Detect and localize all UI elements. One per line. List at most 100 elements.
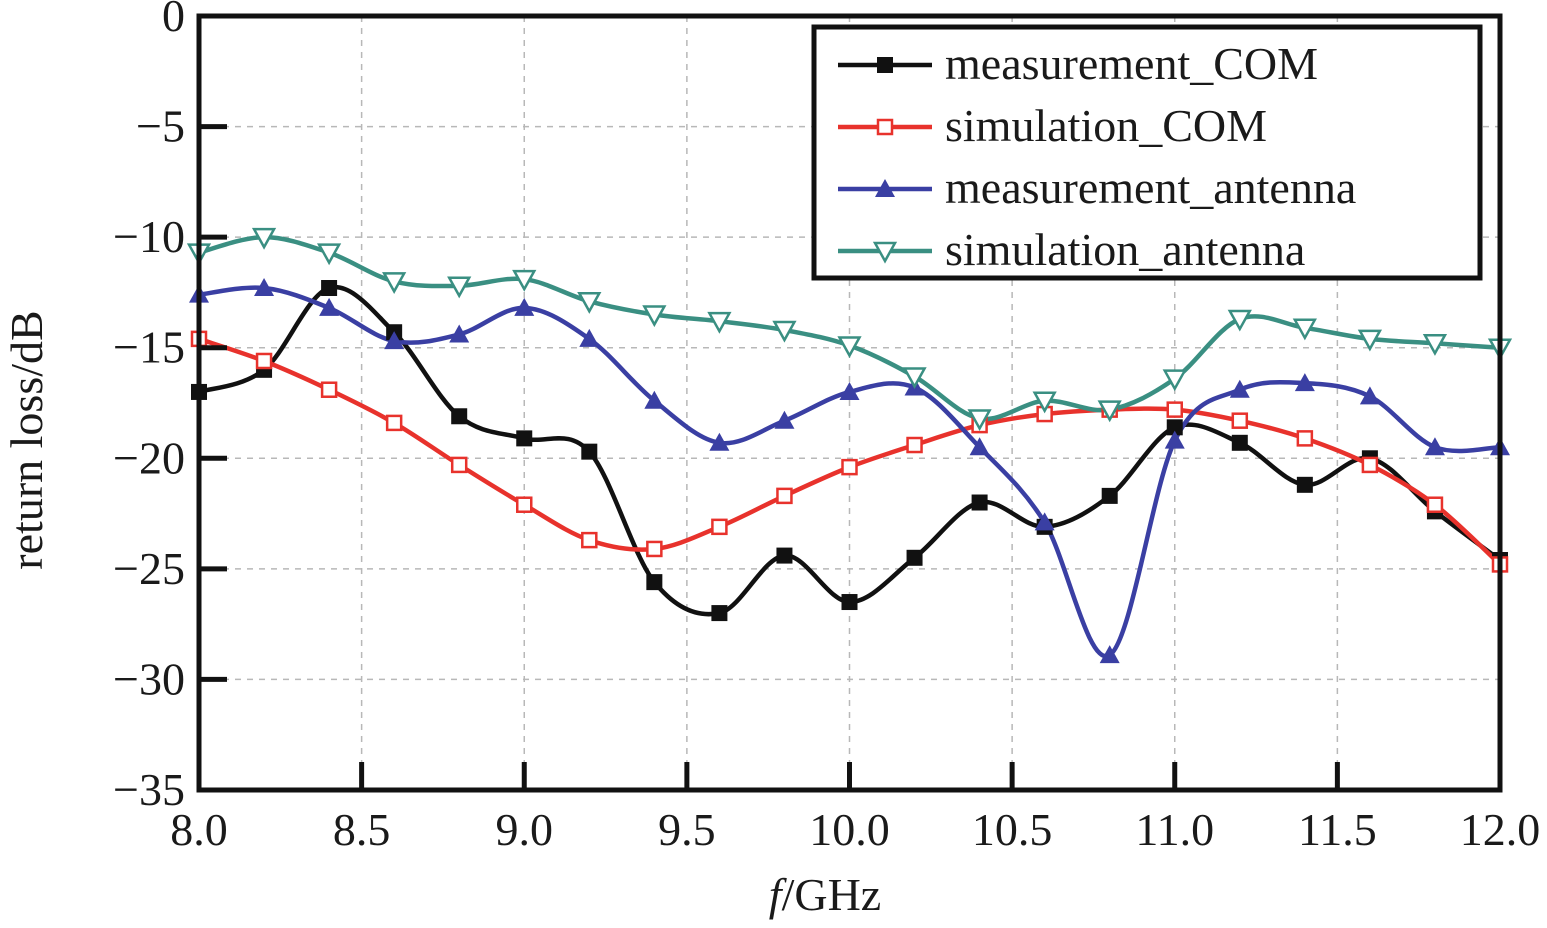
data-point-simulation-antenna <box>642 305 667 328</box>
data-point-simulation-antenna <box>1162 369 1187 392</box>
data-point-measurement-antenna <box>384 331 405 350</box>
data-point-measurement-com <box>516 430 533 447</box>
x-axis-title-unit: /GHz <box>782 869 882 920</box>
data-point-simulation-com <box>255 352 273 370</box>
y-tick-label: −35 <box>113 764 185 815</box>
data-point-simulation-com <box>776 487 793 505</box>
series-line-measurement-antenna <box>199 285 1500 659</box>
data-point-measurement-com <box>1101 487 1118 504</box>
legend-label-measurement-com: measurement_COM <box>945 38 1318 89</box>
data-point-simulation-antenna <box>902 367 927 390</box>
data-point-measurement-antenna <box>709 432 730 451</box>
data-point-simulation-antenna <box>1422 334 1448 356</box>
legend-label-measurement-antenna: measurement_antenna <box>945 162 1356 213</box>
data-point-simulation-com <box>320 381 338 398</box>
legend-marker-measurement-antenna <box>875 179 895 197</box>
data-point-simulation-antenna <box>1097 400 1122 423</box>
data-point-measurement-com <box>971 494 988 511</box>
data-point-simulation-com <box>581 531 598 549</box>
data-point-measurement-com <box>321 280 338 297</box>
data-point-measurement-antenna <box>1424 437 1445 456</box>
x-tick-label: 9.5 <box>658 804 716 855</box>
x-tick-label: 10.0 <box>809 804 890 855</box>
x-tick-label: 11.0 <box>1135 804 1214 855</box>
data-point-measurement-antenna <box>839 381 860 400</box>
x-tick-label: 10.5 <box>972 804 1053 855</box>
y-tick-label: −10 <box>113 211 185 262</box>
data-point-measurement-antenna <box>579 328 600 347</box>
data-point-measurement-com <box>1296 476 1313 493</box>
data-point-simulation-antenna <box>251 227 277 250</box>
y-tick-label: −25 <box>113 543 185 594</box>
legend-label-simulation-com: simulation_COM <box>945 100 1267 151</box>
data-point-simulation-antenna <box>577 292 602 314</box>
data-point-simulation-com <box>450 456 468 474</box>
data-point-simulation-com <box>711 518 728 536</box>
data-point-measurement-com <box>841 594 858 611</box>
axis-ticks <box>196 13 1503 793</box>
data-point-simulation-com <box>646 540 663 558</box>
data-point-simulation-antenna <box>1357 329 1383 352</box>
data-point-simulation-com <box>385 414 403 432</box>
x-tick-label: 12.0 <box>1460 804 1541 855</box>
legend-marker-measurement-com <box>877 57 893 73</box>
y-tick-label: −15 <box>113 322 185 373</box>
data-point-simulation-com <box>841 458 858 476</box>
data-point-simulation-antenna <box>382 272 407 294</box>
legend-marker-simulation-antenna <box>872 241 898 264</box>
y-tick-label: −20 <box>113 432 185 483</box>
data-point-measurement-antenna <box>969 437 990 456</box>
data-point-simulation-com <box>1231 412 1249 429</box>
y-axis-title: return loss/dB <box>1 310 52 569</box>
data-point-measurement-com <box>1166 419 1183 436</box>
data-point-simulation-antenna <box>316 243 342 266</box>
data-point-simulation-com <box>906 436 923 454</box>
legend-box <box>811 24 1483 281</box>
data-point-measurement-com <box>646 574 663 591</box>
data-point-simulation-antenna <box>512 269 537 292</box>
data-point-measurement-com <box>906 549 923 566</box>
x-axis-title: f/GHz <box>769 869 881 920</box>
y-tick-label: 0 <box>162 0 185 41</box>
data-point-simulation-antenna <box>447 276 472 299</box>
y-tick-label: −30 <box>113 653 185 704</box>
x-tick-label: 8.0 <box>170 804 228 855</box>
data-point-measurement-antenna <box>1359 386 1380 405</box>
data-point-simulation-com <box>516 496 533 513</box>
x-tick-labels: 8.0 8.5 9.0 9.5 10.0 10.5 11.0 11.5 12.0 <box>170 804 1540 855</box>
data-point-measurement-antenna <box>1164 430 1185 449</box>
data-point-measurement-com <box>581 443 598 460</box>
legend-marker-simulation-com <box>876 118 894 136</box>
data-point-simulation-antenna <box>967 409 992 432</box>
data-point-simulation-antenna <box>1032 391 1057 414</box>
data-point-simulation-antenna <box>707 311 732 334</box>
legend: measurement_COM simulation_COM measurement… <box>811 24 1483 281</box>
data-point-simulation-com <box>1296 430 1314 447</box>
data-point-simulation-antenna <box>837 336 862 359</box>
data-point-measurement-antenna <box>644 390 665 409</box>
x-tick-label: 9.0 <box>496 804 554 855</box>
data-point-measurement-antenna <box>1099 645 1120 664</box>
data-point-measurement-antenna <box>319 297 340 316</box>
x-tick-label: 11.5 <box>1298 804 1377 855</box>
data-point-simulation-com <box>1426 496 1444 513</box>
data-point-measurement-com <box>1231 434 1248 451</box>
data-point-measurement-antenna <box>1229 379 1250 398</box>
data-point-measurement-antenna <box>514 297 535 316</box>
data-point-simulation-com <box>1166 401 1183 418</box>
y-tick-labels: 0 −5 −10 −15 −20 −25 −30 −35 <box>113 0 185 815</box>
data-point-measurement-antenna <box>1034 512 1055 531</box>
data-point-simulation-antenna <box>1292 318 1317 341</box>
data-point-measurement-antenna <box>449 324 470 343</box>
data-point-measurement-com <box>451 408 468 425</box>
data-point-simulation-antenna <box>1227 309 1252 332</box>
data-point-measurement-antenna <box>774 410 795 429</box>
data-point-measurement-antenna <box>254 278 275 297</box>
data-point-simulation-antenna <box>772 320 797 343</box>
legend-label-simulation-antenna: simulation_antenna <box>945 224 1305 275</box>
data-point-simulation-com <box>1361 456 1379 474</box>
x-tick-label: 8.5 <box>333 804 391 855</box>
data-point-measurement-antenna <box>1294 373 1315 392</box>
y-tick-label: −5 <box>136 101 185 152</box>
